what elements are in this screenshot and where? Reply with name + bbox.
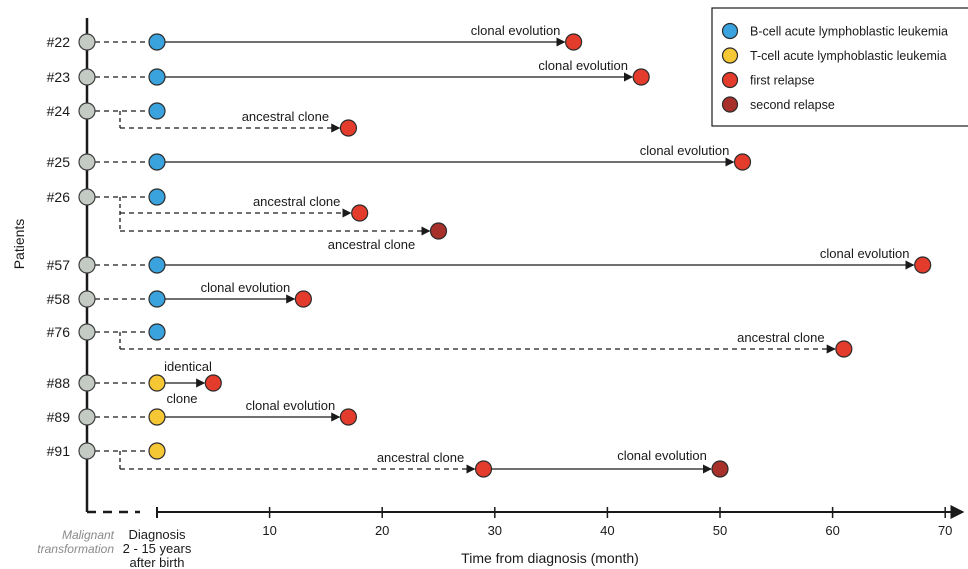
malignant-label-line-1: Malignant [62, 528, 115, 542]
patient-row: #26 ancestral clone ancestral clone [47, 188, 448, 252]
relapse-label: clonal evolution [538, 58, 628, 73]
legend-label: T-cell acute lymphoblastic leukemia [750, 49, 947, 63]
patient-row: #88 identical clone [47, 359, 222, 406]
patient-row: #23 clonal evolution [47, 58, 650, 86]
precursor-circle [78, 290, 96, 308]
patient-id-label: #25 [47, 154, 71, 170]
patient-id-label: #22 [47, 34, 71, 50]
diagnosis-circle [148, 442, 166, 460]
diagnosis-circle [148, 68, 166, 86]
relapse-label-line-2: clone [166, 391, 197, 406]
legend-marker [721, 22, 739, 40]
precursor-circle [78, 323, 96, 341]
diagnosis-label-line-3: after birth [130, 555, 185, 569]
relapse-label-line-1: identical [164, 359, 212, 374]
relapse-circle [294, 290, 312, 308]
relapse-circle [914, 256, 932, 274]
relapse-circle [351, 204, 369, 222]
diagnosis-circle [148, 323, 166, 341]
patient-id-label: #88 [47, 375, 71, 391]
patient-row: #91 ancestral clone clonal evolution [47, 442, 729, 478]
relapse-circle [429, 222, 448, 240]
x-tick-label: 20 [375, 523, 389, 538]
relapse-circle [733, 153, 752, 171]
patient-id-label: #26 [47, 189, 71, 205]
diagnosis-circle [148, 188, 166, 206]
patient-id-label: #24 [47, 103, 71, 119]
relapse-label: ancestral clone [377, 450, 464, 465]
legend: B-cell acute lymphoblastic leukemia T-cel… [711, 7, 968, 127]
diagnosis-circle [148, 290, 166, 308]
x-tick-label: 10 [262, 523, 276, 538]
patient-row: #89 clonal evolution [47, 398, 358, 426]
diagnosis-circle [148, 153, 166, 171]
patient-id-label: #76 [47, 324, 71, 340]
precursor-circle [78, 408, 96, 426]
diagnosis-label-line-2: 2 - 15 years [123, 541, 192, 556]
relapse-label: clonal evolution [820, 246, 910, 261]
patient-row: #58 clonal evolution [47, 280, 312, 308]
diagnosis-circle [148, 374, 166, 392]
patient-id-label: #23 [47, 69, 71, 85]
precursor-circle [78, 374, 96, 392]
precursor-circle [78, 102, 96, 120]
precursor-circle [78, 153, 96, 171]
x-axis-title: Time from diagnosis (month) [461, 550, 639, 566]
patient-id-label: #89 [47, 409, 71, 425]
x-tick-label: 30 [488, 523, 502, 538]
relapse-circle [339, 119, 358, 137]
relapse-circle [835, 340, 853, 358]
relapse-circle [339, 408, 358, 426]
relapse-label: clonal evolution [201, 280, 291, 295]
patient-id-label: #57 [47, 257, 71, 273]
patient-row: #25 clonal evolution [47, 143, 752, 171]
diagnosis-circle [148, 408, 166, 426]
diagnosis-circle [148, 256, 166, 274]
patient-row: #24 ancestral clone [47, 102, 358, 137]
relapse-circle [565, 33, 583, 51]
diagnosis-circle [148, 33, 166, 51]
x-tick-label: 70 [938, 523, 952, 538]
diagnosis-circle [148, 102, 166, 120]
diagnosis-label-line-1: Diagnosis [128, 527, 186, 542]
relapse-label: ancestral clone [328, 237, 415, 252]
relapse-label: ancestral clone [242, 109, 329, 124]
relapse-circle [711, 460, 729, 478]
legend-marker [721, 47, 739, 64]
x-tick-label: 40 [600, 523, 614, 538]
precursor-circle [78, 68, 96, 86]
legend-label: B-cell acute lymphoblastic leukemia [750, 25, 948, 39]
x-tick-label: 50 [713, 523, 727, 538]
relapse-circle [474, 460, 493, 478]
relapse-label: clonal evolution [640, 143, 730, 158]
relapse-label: clonal evolution [617, 448, 707, 463]
relapse-label: clonal evolution [246, 398, 336, 413]
malignant-label-line-2: transformation [37, 542, 114, 556]
precursor-circle [78, 188, 96, 206]
precursor-circle [78, 442, 96, 460]
relapse-circle [204, 374, 222, 392]
legend-marker [721, 71, 739, 89]
legend-label: second relapse [750, 98, 835, 112]
relapse-circle [632, 68, 650, 86]
precursor-circle [78, 256, 96, 274]
relapse-label: clonal evolution [471, 23, 561, 38]
x-tick-label: 60 [825, 523, 839, 538]
patient-row: #76 ancestral clone [47, 323, 853, 358]
legend-label: first relapse [750, 74, 815, 88]
patient-id-label: #91 [47, 443, 71, 459]
legend-marker [721, 96, 739, 113]
patient-row: #22 clonal evolution [47, 23, 583, 51]
patient-id-label: #58 [47, 291, 71, 307]
y-axis-title: Patients [11, 219, 27, 270]
precursor-circle [78, 33, 96, 51]
relapse-label: ancestral clone [253, 194, 340, 209]
x-axis-ticks: 10 20 30 40 50 60 70 [262, 507, 952, 538]
relapse-label: ancestral clone [737, 330, 824, 345]
legend-box [711, 7, 968, 127]
patient-row: #57 clonal evolution [47, 246, 932, 274]
